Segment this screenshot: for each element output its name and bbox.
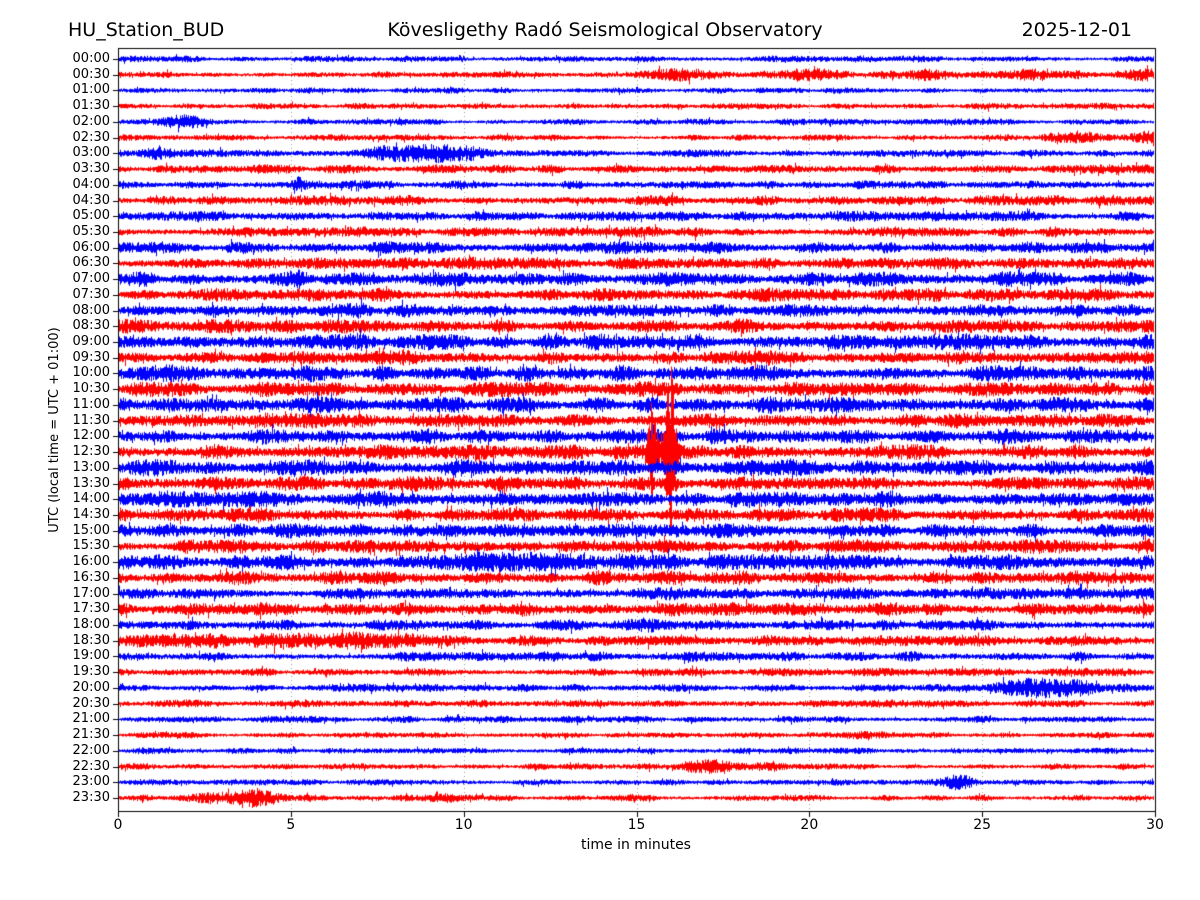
y-tick-label: 11:00 [72, 396, 110, 412]
date-title: 2025-12-01 [1021, 19, 1132, 41]
y-tick-label: 16:30 [72, 569, 110, 585]
y-tick-label: 07:30 [72, 286, 110, 302]
y-tick-label: 05:30 [72, 223, 110, 239]
y-tick-label: 00:30 [72, 66, 110, 82]
y-tick-label: 09:30 [72, 349, 110, 365]
x-tick-label: 25 [973, 817, 992, 833]
y-tick-label: 20:30 [72, 695, 110, 711]
y-tick-label: 00:00 [72, 51, 110, 66]
y-tick-label: 01:30 [72, 98, 110, 114]
y-tick-label: 17:30 [72, 601, 110, 617]
y-tick-label: 02:30 [72, 129, 110, 145]
y-tick-label: 04:00 [72, 176, 110, 192]
y-tick-label: 14:00 [72, 491, 110, 507]
y-tick-label: 04:30 [72, 192, 110, 208]
y-tick-label: 03:30 [72, 161, 110, 177]
x-tick-label: 10 [454, 817, 473, 833]
y-tick-label: 20:00 [72, 679, 110, 695]
y-tick-label: 19:30 [72, 664, 110, 680]
y-tick-label: 10:30 [72, 381, 110, 397]
x-tick-label: 15 [627, 817, 646, 833]
y-tick-label: 12:30 [72, 444, 110, 460]
y-tick-label: 03:00 [72, 145, 110, 161]
x-axis-label: time in minutes [581, 837, 691, 853]
y-tick-label: 23:00 [72, 774, 110, 790]
y-tick-label: 21:00 [72, 711, 110, 727]
y-tick-label: 06:30 [72, 255, 110, 271]
y-tick-label: 17:00 [72, 585, 110, 601]
y-tick-label: 08:30 [72, 318, 110, 334]
y-tick-label: 22:00 [72, 742, 110, 758]
y-tick-label: 18:30 [72, 632, 110, 648]
y-tick-label: 12:00 [72, 428, 110, 444]
x-tick-label: 0 [113, 817, 123, 833]
y-tick-label: 02:00 [72, 113, 110, 129]
y-tick-label: 15:00 [72, 522, 110, 538]
y-tick-label: 13:30 [72, 475, 110, 491]
y-tick-label: 09:00 [72, 334, 110, 350]
y-tick-label: 22:30 [72, 758, 110, 774]
x-tick-label: 20 [800, 817, 819, 833]
y-tick-label: 14:30 [72, 506, 110, 522]
y-tick-label: 18:00 [72, 617, 110, 633]
y-tick-label: 10:00 [72, 365, 110, 381]
y-tick-label: 01:00 [72, 82, 110, 98]
observatory-title: Kövesligethy Radó Seismological Observat… [387, 19, 823, 41]
y-tick-label: 11:30 [72, 412, 110, 428]
y-tick-label: 06:00 [72, 239, 110, 255]
y-tick-label: 23:30 [72, 790, 110, 805]
y-tick-label: 07:00 [72, 271, 110, 287]
y-tick-label: 19:00 [72, 648, 110, 664]
y-tick-label: 15:30 [72, 538, 110, 554]
x-tick-label: 5 [286, 817, 296, 833]
x-tick-label: 30 [1146, 817, 1164, 833]
y-tick-label: 16:00 [72, 554, 110, 570]
y-tick-label: 08:00 [72, 302, 110, 318]
y-tick-label: 13:00 [72, 459, 110, 475]
station-title: HU_Station_BUD [68, 19, 225, 41]
y-tick-label: 21:30 [72, 727, 110, 743]
y-axis-label: UTC (local time = UTC + 01:00) [47, 327, 62, 533]
y-tick-label: 05:00 [72, 208, 110, 224]
